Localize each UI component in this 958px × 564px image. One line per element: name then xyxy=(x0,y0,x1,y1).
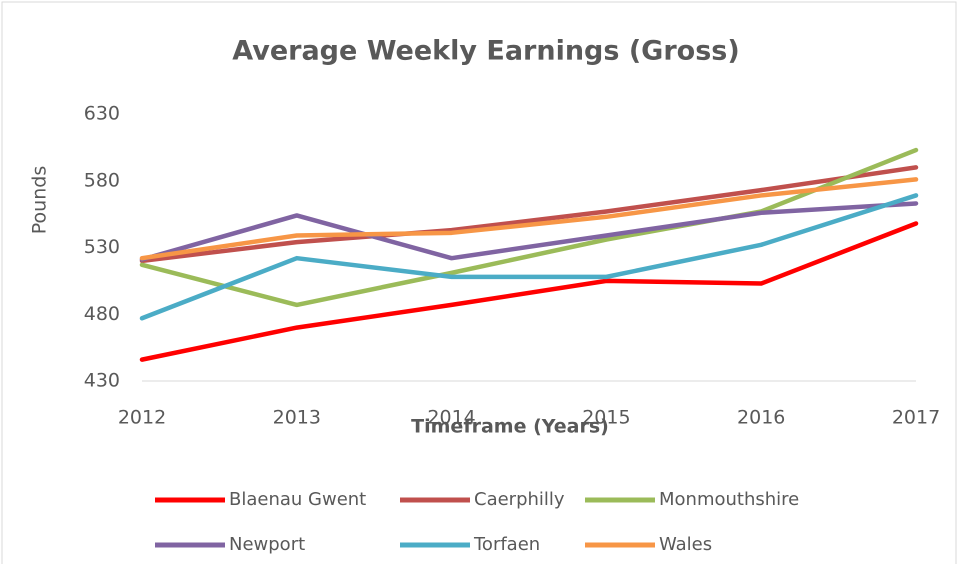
x-tick-label: 2013 xyxy=(273,407,321,429)
y-axis-title: Pounds xyxy=(29,166,51,234)
x-tick-label: 2017 xyxy=(892,407,940,429)
series-line xyxy=(139,193,919,321)
x-axis-title: Timeframe (Years) xyxy=(411,416,609,438)
legend-label: Caerphilly xyxy=(474,489,565,510)
y-tick-label: 530 xyxy=(84,236,120,258)
legend-label: Wales xyxy=(659,534,712,555)
y-tick-label: 430 xyxy=(84,370,120,392)
x-tick-label: 2014 xyxy=(427,407,475,429)
x-tick-label: 2015 xyxy=(582,407,630,429)
series-line xyxy=(139,165,919,264)
y-tick-label: 580 xyxy=(84,169,120,191)
chart-title: Average Weekly Earnings (Gross) xyxy=(232,36,739,67)
x-tick-label: 2016 xyxy=(737,407,785,429)
legend-label: Torfaen xyxy=(473,534,540,555)
series-line xyxy=(139,147,919,308)
series-line xyxy=(139,221,919,362)
x-tick-label: 2012 xyxy=(118,407,166,429)
series-line xyxy=(139,201,919,262)
legend-label: Monmouthshire xyxy=(659,489,799,510)
legend-label: Blaenau Gwent xyxy=(229,489,366,510)
legend-label: Newport xyxy=(229,534,305,555)
y-tick-label: 630 xyxy=(84,103,120,125)
series-line xyxy=(139,177,919,261)
y-tick-label: 480 xyxy=(84,303,120,325)
